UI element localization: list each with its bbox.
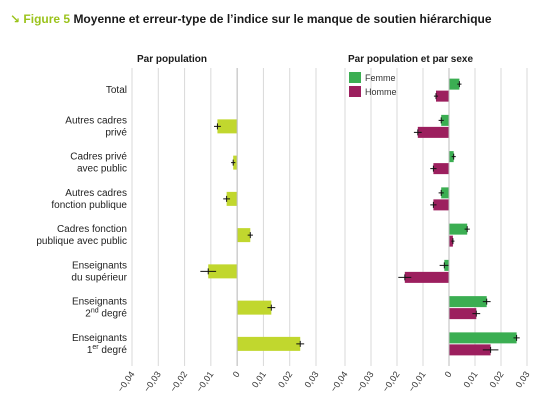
bar [237,336,301,351]
tick-label: 0 [443,369,454,379]
category-label: 1er degré [87,344,128,356]
legend-swatch [349,86,361,97]
bar [404,271,449,283]
tick-label: −0,01 [194,369,215,393]
tick-label: 0,03 [302,369,320,389]
tick-label: 0,02 [487,369,505,389]
category-label: Enseignants [72,333,127,344]
tick-label: −0,03 [354,369,375,393]
category-label: du supérieur [71,272,127,283]
tick-label: 0,01 [461,369,479,389]
tick-label: −0,04 [328,369,349,393]
bar [449,78,460,90]
bar [208,264,238,279]
tick-label: −0,04 [115,369,136,393]
arrow-icon: ↘ [10,12,21,26]
category-label: 2nd degré [85,308,127,320]
bar [449,223,468,235]
category-label: Enseignants [72,260,127,271]
tick-label: 0,02 [276,369,294,389]
category-label: fonction publique [51,200,127,211]
category-label: Cadres privé [70,152,127,163]
tick-label: −0,02 [168,369,189,393]
category-label: publique avec public [36,236,127,247]
bar [217,119,238,134]
category-label: avec public [77,164,127,175]
legend-label: Homme [365,87,397,97]
tick-label: 0,03 [513,369,531,389]
category-label: Cadres fonction [57,224,127,235]
bar [449,235,453,247]
category-label: Total [106,85,127,96]
bar [449,296,487,308]
tick-label: 0,01 [250,369,268,389]
category-label: Autres cadres [65,188,127,199]
bar [449,344,491,356]
bar [441,114,449,126]
bar [433,199,449,211]
bar [237,300,272,315]
legend-swatch [349,72,361,83]
bar [417,126,449,138]
legend-label: Femme [365,73,396,83]
bar [433,163,449,175]
tick-label: −0,02 [380,369,401,393]
bar [226,191,238,206]
category-label: Enseignants [72,297,127,308]
tick-label: −0,01 [406,369,427,393]
bar [449,308,477,320]
category-label: Autres cadres [65,115,127,126]
tick-label: 0 [231,369,242,379]
figure-title: Moyenne et erreur-type de l’indice sur l… [73,12,492,26]
bar [449,151,454,163]
figure-label: Figure 5 [23,12,71,26]
category-label: privé [105,127,127,138]
bar [237,228,251,243]
figure-header: ↘ Figure 5 Moyenne et erreur-type de l’i… [10,12,492,26]
panel-title: Par population [137,54,207,65]
bar [436,90,449,102]
tick-label: −0,03 [142,369,163,393]
bar [441,187,449,199]
panel-title: Par population et par sexe [348,54,473,65]
bar [449,332,517,344]
